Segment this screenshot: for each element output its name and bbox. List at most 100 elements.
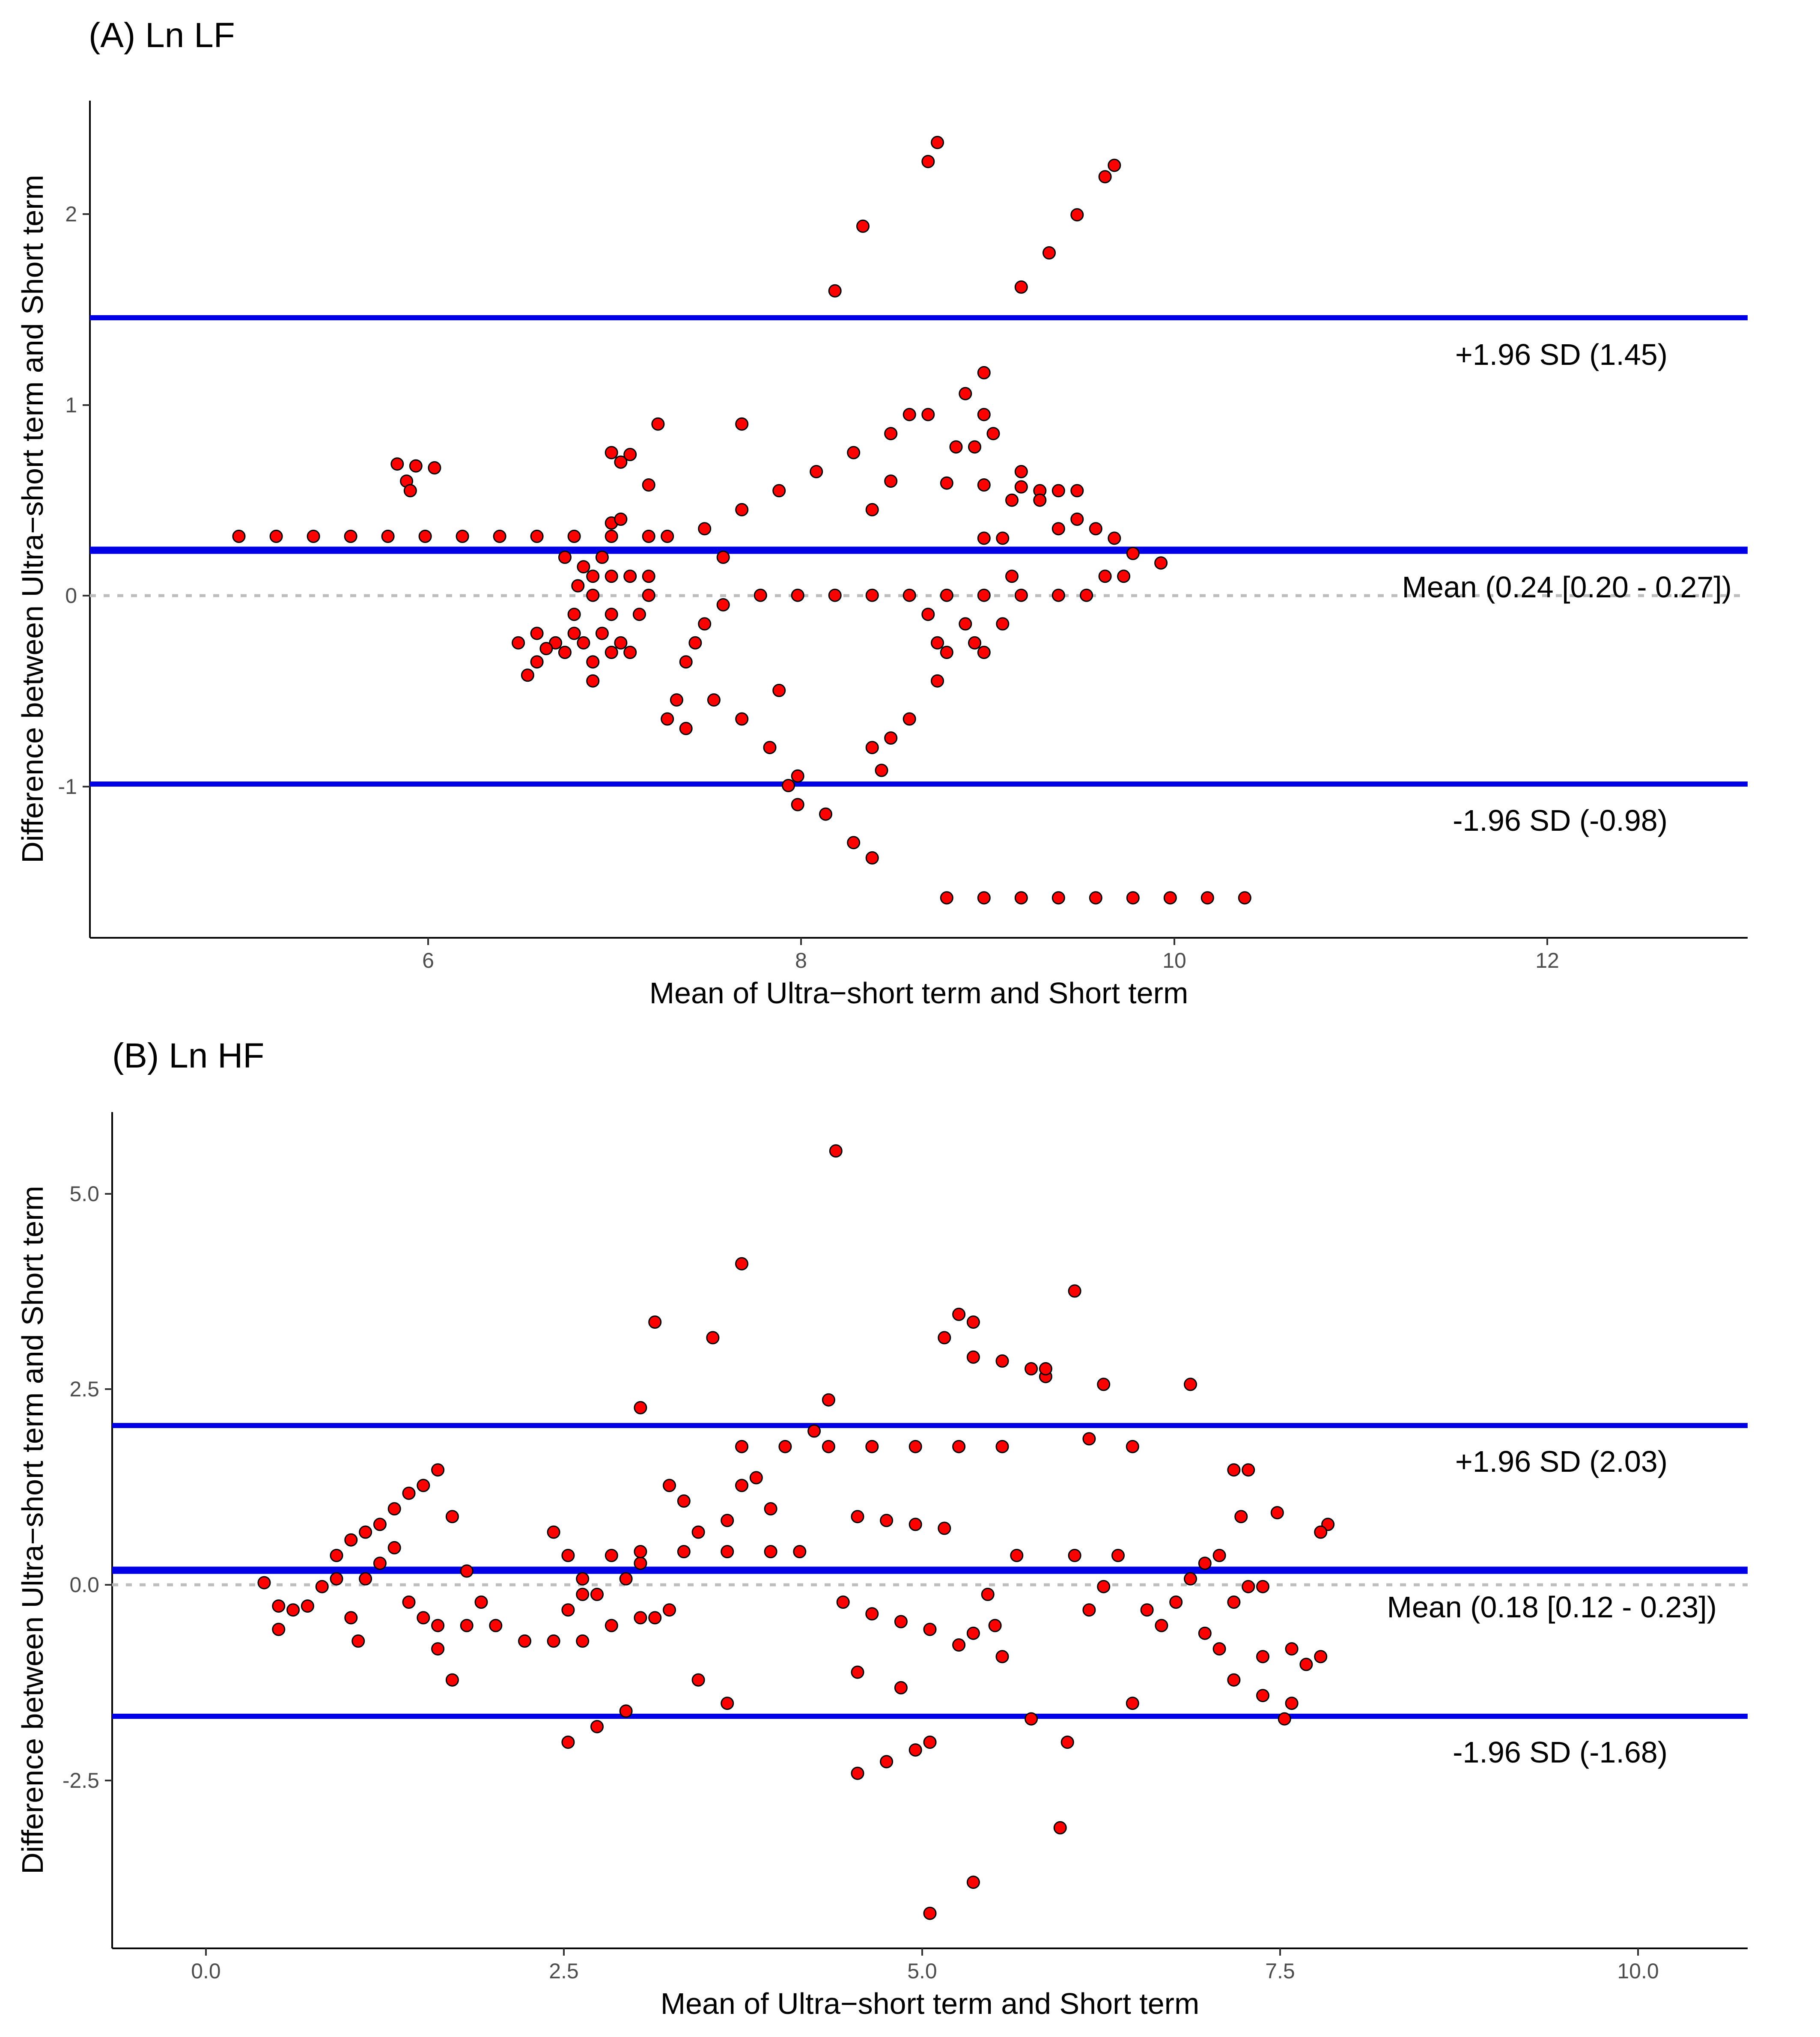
- panel-b-data-point: [315, 1580, 329, 1593]
- panel-b-data-point: [373, 1518, 387, 1531]
- panel-b-xtick-label: 0.0: [191, 1959, 221, 1983]
- panel-b-data-point: [1111, 1549, 1125, 1562]
- panel-b-data-point: [257, 1576, 271, 1590]
- panel-b-data-point: [1242, 1463, 1255, 1477]
- panel-b-data-point: [619, 1704, 633, 1718]
- panel-a-data-point: [968, 636, 981, 650]
- panel-a-data-point: [530, 655, 544, 669]
- panel-a-data-point: [567, 626, 581, 640]
- panel-a-data-point: [698, 522, 712, 536]
- panel-b-data-point: [880, 1755, 894, 1769]
- panel-a-data-point: [875, 764, 888, 777]
- panel-b-title: (B) Ln HF: [112, 1036, 264, 1075]
- panel-a-data-point: [1014, 280, 1028, 294]
- panel-b-data-point: [619, 1572, 633, 1586]
- panel-b-data-point: [764, 1545, 777, 1558]
- panel-b-data-point: [648, 1611, 662, 1625]
- panel-a-ytick-label: 0: [65, 584, 77, 608]
- panel-a-xtick-label: 6: [422, 948, 434, 972]
- panel-a-data-point: [614, 513, 628, 526]
- panel-a-data-point: [1033, 493, 1047, 507]
- panel-b-data-point: [431, 1642, 445, 1656]
- panel-a-data-point: [782, 779, 795, 792]
- panel-b-data-point: [445, 1510, 459, 1524]
- panel-b-data-point: [851, 1510, 864, 1524]
- panel-b-data-point: [590, 1587, 604, 1601]
- panel-a-data-point: [977, 588, 991, 602]
- panel-a-data-point: [614, 636, 628, 650]
- panel-a-data-point: [847, 446, 861, 459]
- panel-b-xtick-label: 7.5: [1265, 1959, 1295, 1983]
- panel-a-data-point: [828, 588, 842, 602]
- panel-a-data-point: [1043, 246, 1056, 259]
- panel-b-points: [257, 1144, 1335, 1920]
- panel-b-data-point: [634, 1401, 647, 1414]
- panel-b-data-point: [1155, 1619, 1168, 1632]
- panel-a-data-point: [1014, 891, 1028, 905]
- panel-b-data-point: [431, 1463, 445, 1477]
- panel-a-data-point: [428, 461, 441, 474]
- panel-a-data-point: [661, 530, 674, 543]
- panel-b-data-point: [359, 1572, 372, 1586]
- panel-a-data-point: [1051, 891, 1065, 905]
- panel-a-data-point: [884, 474, 898, 488]
- panel-a-data-point: [1051, 484, 1065, 498]
- panel-a-data-point: [521, 668, 534, 682]
- panel-a-data-point: [642, 570, 655, 583]
- panel-a-data-point: [865, 851, 879, 865]
- panel-a-data-point: [716, 598, 730, 611]
- panel-b-data-point: [648, 1315, 662, 1329]
- panel-b-data-point: [330, 1549, 343, 1562]
- panel-b-data-point: [1169, 1596, 1183, 1609]
- panel-a-data-point: [1126, 891, 1140, 905]
- panel-a-data-point: [959, 617, 972, 631]
- panel-b-data-point: [923, 1736, 937, 1749]
- panel-a-mean-label: Mean (0.24 [0.20 - 0.27]): [1402, 570, 1732, 604]
- panel-b-data-point: [344, 1533, 358, 1547]
- panel-b-data-point: [894, 1615, 908, 1628]
- panel-b: (B) Ln HF 5.0 2.5 0.0 -2.5 0.0 2.5 5.0 7…: [16, 1036, 1748, 2020]
- panel-a-data-point: [409, 459, 423, 473]
- panel-b-data-point: [1126, 1697, 1139, 1710]
- panel-b-data-point: [663, 1603, 676, 1617]
- panel-a-data-point: [791, 798, 804, 811]
- panel-b-ytick-label: -2.5: [63, 1769, 99, 1792]
- panel-b-data-point: [952, 1638, 966, 1652]
- panel-a-data-point: [1005, 493, 1019, 507]
- panel-a-data-point: [735, 417, 749, 431]
- panel-b-data-point: [822, 1440, 835, 1453]
- panel-a-data-point: [1005, 570, 1019, 583]
- panel-a-data-point: [735, 712, 749, 726]
- panel-b-data-point: [865, 1607, 879, 1621]
- panel-a-data-point: [567, 608, 581, 621]
- panel-b-lower-loa-label: -1.96 SD (-1.68): [1453, 1736, 1668, 1769]
- panel-b-data-point: [829, 1144, 843, 1158]
- panel-a-data-point: [977, 646, 991, 659]
- panel-b-data-point: [952, 1440, 966, 1453]
- panel-b-data-point: [1126, 1440, 1139, 1453]
- panel-b-data-point: [691, 1525, 705, 1539]
- panel-a-data-point: [614, 455, 628, 469]
- panel-b-xtick-label: 5.0: [907, 1959, 937, 1983]
- panel-b-data-point: [1097, 1378, 1111, 1391]
- panel-a-data-point: [772, 683, 786, 697]
- panel-a-data-point: [403, 484, 417, 498]
- panel-a-data-point: [595, 550, 609, 564]
- panel-b-data-point: [909, 1518, 922, 1531]
- panel-a-data-point: [1126, 547, 1140, 560]
- panel-b-data-point: [778, 1440, 792, 1453]
- panel-a-data-point: [810, 465, 823, 478]
- panel-a-data-point: [903, 588, 916, 602]
- panel-b-data-point: [1299, 1658, 1313, 1671]
- panel-b-data-point: [1025, 1712, 1038, 1726]
- panel-a-data-point: [512, 636, 525, 650]
- panel-a-data-point: [977, 366, 991, 379]
- panel-a-data-point: [921, 408, 935, 421]
- panel-a-data-point: [819, 807, 832, 821]
- panel-a-data-point: [623, 646, 637, 659]
- panel-a-data-point: [586, 588, 600, 602]
- panel-a-data-point: [884, 731, 898, 745]
- panel-b-mean-label: Mean (0.18 [0.12 - 0.23]): [1387, 1590, 1717, 1624]
- panel-a-data-point: [1098, 570, 1112, 583]
- panel-a-data-point: [632, 608, 646, 621]
